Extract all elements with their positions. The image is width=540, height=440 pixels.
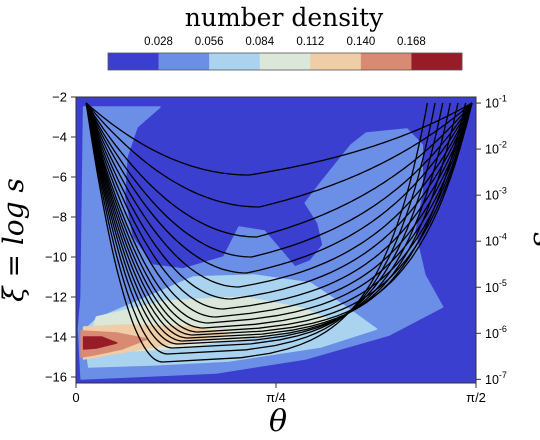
colorbar xyxy=(107,52,463,71)
contour-curve xyxy=(85,102,473,333)
colorbar-tick-labels: 0.028 0.056 0.084 0.112 0.140 0.168 xyxy=(144,36,426,48)
x-tick-label: π/2 xyxy=(466,390,486,405)
y-axis-left-label: ξ = log s xyxy=(0,178,30,302)
y-left-tick-label: −12 xyxy=(45,290,67,305)
colorbar-swatch xyxy=(158,53,210,70)
contour-curve xyxy=(85,102,473,274)
colorbar-tick-label: 0.056 xyxy=(195,36,224,48)
contour-curve xyxy=(85,102,473,300)
colorbar-swatch xyxy=(411,53,463,70)
colorbar-tick-label: 0.112 xyxy=(296,36,324,48)
x-tick-label: π/4 xyxy=(266,390,286,405)
contour-curve xyxy=(85,102,451,345)
density-region xyxy=(82,336,118,350)
y-right-tick-label: 10-5 xyxy=(485,278,507,295)
contour-curve xyxy=(85,102,429,363)
colorbar-tick-label: 0.140 xyxy=(346,36,375,48)
colorbar-title: number density xyxy=(185,3,384,32)
y-left-tick-label: −2 xyxy=(52,90,67,105)
colorbar-swatch xyxy=(259,53,311,70)
y-right-tick-label: 10-7 xyxy=(485,370,507,387)
contour-curve xyxy=(85,102,473,208)
contour-curve xyxy=(85,102,473,324)
y-right-tick-label: 10-3 xyxy=(485,186,507,203)
colorbar-swatch xyxy=(108,53,159,70)
y-axis-left-ticks: −2 −4 −6 −8 −10 −12 −14 −16 xyxy=(45,90,76,385)
x-axis-ticks: 0 π/4 π/2 xyxy=(72,383,486,405)
y-left-tick-label: −16 xyxy=(45,370,67,385)
y-left-tick-label: −10 xyxy=(45,250,67,265)
y-right-tick-label: 10-2 xyxy=(485,140,507,157)
y-axis-right-label: s xyxy=(526,232,540,247)
y-right-tick-label: 10-4 xyxy=(485,232,507,249)
x-tick-label: 0 xyxy=(72,390,79,405)
colorbar-swatch xyxy=(360,53,412,70)
y-left-tick-label: −6 xyxy=(52,170,67,185)
colorbar-tick-label: 0.084 xyxy=(245,36,274,48)
density-region xyxy=(228,106,291,130)
x-axis-label: θ xyxy=(269,404,287,439)
y-left-tick-label: −14 xyxy=(45,330,67,345)
contour-curve xyxy=(85,102,473,238)
y-axis-right-ticks: 10-1 10-2 10-3 10-4 10-5 10-6 10-7 xyxy=(476,94,507,387)
contour-curve xyxy=(85,102,459,342)
contour-curve xyxy=(85,102,473,176)
contour-curve xyxy=(85,102,467,339)
y-left-tick-label: −4 xyxy=(52,130,67,145)
colorbar-tick-label: 0.028 xyxy=(144,36,173,48)
y-left-tick-label: −8 xyxy=(52,210,67,225)
y-right-tick-label: 10-1 xyxy=(485,94,507,111)
plot-area xyxy=(76,97,476,383)
colorbar-swatch xyxy=(209,53,261,70)
contour-curves xyxy=(85,102,473,363)
colorbar-swatch xyxy=(310,53,362,70)
y-right-tick-label: 10-6 xyxy=(485,324,507,341)
colorbar-tick-label: 0.168 xyxy=(397,36,426,48)
contour-curve xyxy=(85,102,473,310)
colorbar-frame xyxy=(107,52,463,71)
